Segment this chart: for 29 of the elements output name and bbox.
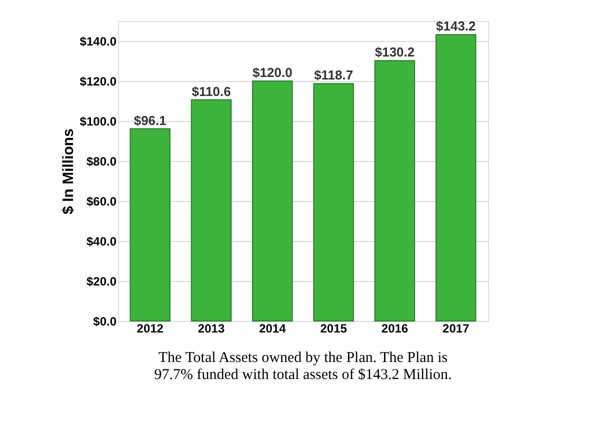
data-label: $120.0 xyxy=(252,65,292,80)
text: 97.7% funded with total assets of $143.2 Million. xyxy=(154,367,452,383)
data-label: $130.2 xyxy=(374,44,415,60)
data-label: $118.7 xyxy=(314,68,354,83)
data-label: $96.1 xyxy=(134,112,166,128)
bar xyxy=(130,128,170,322)
y-tick-label: $80.0 xyxy=(86,154,117,168)
y-tick-label: $40.0 xyxy=(86,234,117,248)
bar xyxy=(436,34,476,322)
y-tick-label: $140.0 xyxy=(80,34,117,48)
text: The Total Assets owned by the Plan. The Plan is xyxy=(158,350,448,366)
y-tick-label: $60.0 xyxy=(86,194,117,208)
x-tick-label: 2017 xyxy=(442,322,470,336)
bar xyxy=(252,80,293,322)
x-tick-label: 2014 xyxy=(259,322,286,336)
y-tick-label: $20.0 xyxy=(86,274,117,288)
bar xyxy=(190,99,232,322)
y-tick-label: $100.0 xyxy=(80,114,117,128)
x-tick-label: 2016 xyxy=(381,322,408,336)
y-tick-label: $0.0 xyxy=(93,314,117,328)
y-tick-label: $120.0 xyxy=(80,74,117,88)
x-tick-label: 2012 xyxy=(136,322,164,336)
data-label: $143.2 xyxy=(436,18,476,34)
bar xyxy=(374,60,416,322)
bar xyxy=(313,83,354,322)
data-label: $110.6 xyxy=(192,84,231,99)
x-tick-label: 2013 xyxy=(198,322,225,336)
y-axis-title: $ In Millions xyxy=(60,128,77,214)
x-tick-label: 2015 xyxy=(320,322,348,336)
